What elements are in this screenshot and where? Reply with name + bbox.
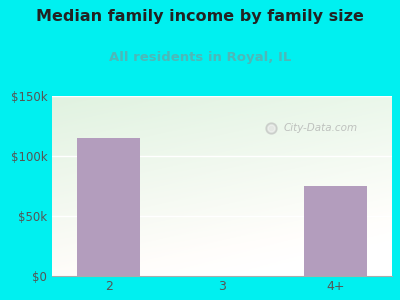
Text: City-Data.com: City-Data.com [283, 123, 357, 134]
Text: All residents in Royal, IL: All residents in Royal, IL [109, 51, 291, 64]
Text: Median family income by family size: Median family income by family size [36, 9, 364, 24]
Bar [304, 186, 366, 276]
Bar [78, 138, 140, 276]
